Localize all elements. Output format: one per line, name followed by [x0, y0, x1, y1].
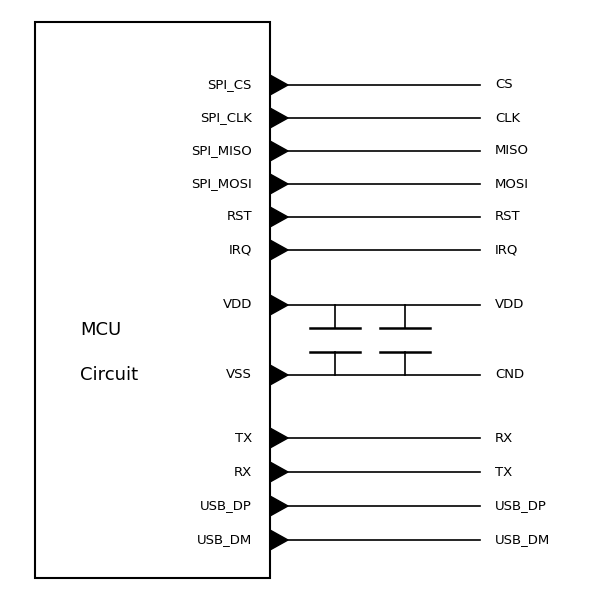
- Polygon shape: [270, 462, 288, 482]
- Text: SPI_CS: SPI_CS: [207, 78, 252, 92]
- Text: MOSI: MOSI: [495, 178, 529, 190]
- Polygon shape: [270, 365, 288, 385]
- Text: SPI_MOSI: SPI_MOSI: [191, 178, 252, 190]
- Text: TX: TX: [235, 432, 252, 444]
- Text: RST: RST: [495, 211, 521, 223]
- Text: CND: CND: [495, 368, 524, 382]
- Polygon shape: [270, 207, 288, 227]
- Polygon shape: [270, 295, 288, 315]
- Text: SPI_CLK: SPI_CLK: [200, 111, 252, 125]
- Polygon shape: [270, 75, 288, 95]
- Text: USB_DP: USB_DP: [200, 500, 252, 512]
- Polygon shape: [270, 174, 288, 194]
- Text: VDD: VDD: [223, 299, 252, 311]
- Bar: [35, 22, 270, 578]
- Polygon shape: [270, 141, 288, 161]
- Polygon shape: [270, 240, 288, 260]
- Text: CS: CS: [495, 78, 512, 92]
- Text: VSS: VSS: [226, 368, 252, 382]
- Polygon shape: [270, 108, 288, 128]
- Text: RST: RST: [226, 211, 252, 223]
- Text: RX: RX: [495, 432, 513, 444]
- Polygon shape: [270, 428, 288, 448]
- Text: USB_DP: USB_DP: [495, 500, 547, 512]
- Text: CLK: CLK: [495, 111, 520, 125]
- Polygon shape: [270, 496, 288, 516]
- Text: MCU: MCU: [80, 321, 121, 339]
- Text: MISO: MISO: [495, 144, 529, 158]
- Text: TX: TX: [495, 465, 512, 479]
- Text: IRQ: IRQ: [495, 243, 518, 256]
- Text: VDD: VDD: [495, 299, 524, 311]
- Polygon shape: [270, 530, 288, 550]
- Text: USB_DM: USB_DM: [495, 533, 550, 547]
- Text: IRQ: IRQ: [229, 243, 252, 256]
- Text: USB_DM: USB_DM: [197, 533, 252, 547]
- Text: SPI_MISO: SPI_MISO: [191, 144, 252, 158]
- Text: Circuit: Circuit: [80, 366, 138, 384]
- Text: RX: RX: [234, 465, 252, 479]
